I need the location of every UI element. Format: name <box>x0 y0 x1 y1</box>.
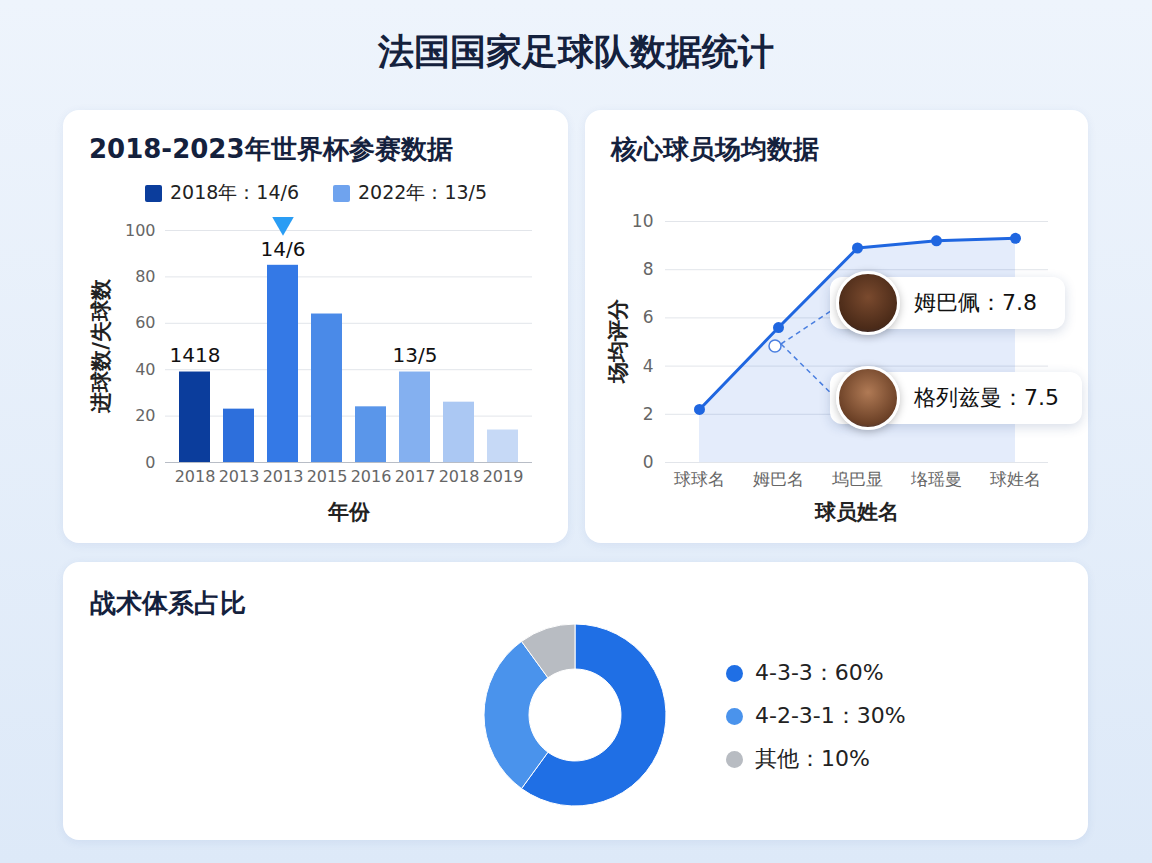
svg-text:10: 10 <box>632 211 654 231</box>
svg-text:2018: 2018 <box>175 467 216 486</box>
html-text:格列兹曼：7.5: 格列兹曼：7.5 <box>914 385 1059 410</box>
svg-text:球球名: 球球名 <box>674 469 725 489</box>
html-text:年份: 年份 <box>327 500 370 524</box>
html-text:其他：10%: 其他：10% <box>755 746 870 771</box>
svg-text:60: 60 <box>135 313 155 332</box>
html-text:核心球员场均数据: 核心球员场均数据 <box>611 134 819 164</box>
html-text:2018年：14/6: 2018年：14/6 <box>170 181 299 203</box>
svg-text:坞巴显: 坞巴显 <box>831 469 883 489</box>
svg-text:2018: 2018 <box>439 467 480 486</box>
html-text:场均评分: 场均评分 <box>606 299 630 383</box>
svg-text:2: 2 <box>643 404 654 424</box>
svg-text:球姓名: 球姓名 <box>990 469 1041 489</box>
svg-text:姆巴名: 姆巴名 <box>753 469 804 489</box>
svg-text:100: 100 <box>125 221 156 240</box>
svg-text:1418: 1418 <box>170 343 221 367</box>
svg-text:垎瑶曼: 垎瑶曼 <box>910 469 962 489</box>
svg-text:0: 0 <box>643 452 654 472</box>
svg-text:0: 0 <box>145 453 155 472</box>
svg-text:2017: 2017 <box>395 467 436 486</box>
html-text:战术体系占比: 战术体系占比 <box>90 588 246 618</box>
html-text:4-3-3：60%: 4-3-3：60% <box>755 660 884 685</box>
svg-text:2016: 2016 <box>351 467 392 486</box>
svg-text:80: 80 <box>135 267 155 286</box>
svg-text:2015: 2015 <box>307 467 348 486</box>
html-text:姆巴佩：7.8: 姆巴佩：7.8 <box>914 290 1037 315</box>
svg-text:40: 40 <box>135 360 155 379</box>
html-text:4-2-3-1：30%: 4-2-3-1：30% <box>755 703 906 728</box>
html-text:进球数/失球数: 进球数/失球数 <box>89 279 113 413</box>
svg-text:2013: 2013 <box>263 467 304 486</box>
html-text:2018-2023年世界杯参赛数据: 2018-2023年世界杯参赛数据 <box>89 134 453 164</box>
svg-text:4: 4 <box>643 356 654 376</box>
svg-text:2013: 2013 <box>219 467 260 486</box>
svg-text:13/5: 13/5 <box>393 343 438 367</box>
html-text:法国国家足球队数据统计: 法国国家足球队数据统计 <box>378 31 774 72</box>
html-text:球员姓名: 球员姓名 <box>814 500 899 524</box>
svg-text:6: 6 <box>643 307 654 327</box>
svg-text:8: 8 <box>643 259 654 279</box>
svg-text:2019: 2019 <box>483 467 524 486</box>
svg-text:14/6: 14/6 <box>261 237 306 261</box>
svg-text:20: 20 <box>135 406 155 425</box>
html-text:2022年：13/5: 2022年：13/5 <box>358 181 488 203</box>
